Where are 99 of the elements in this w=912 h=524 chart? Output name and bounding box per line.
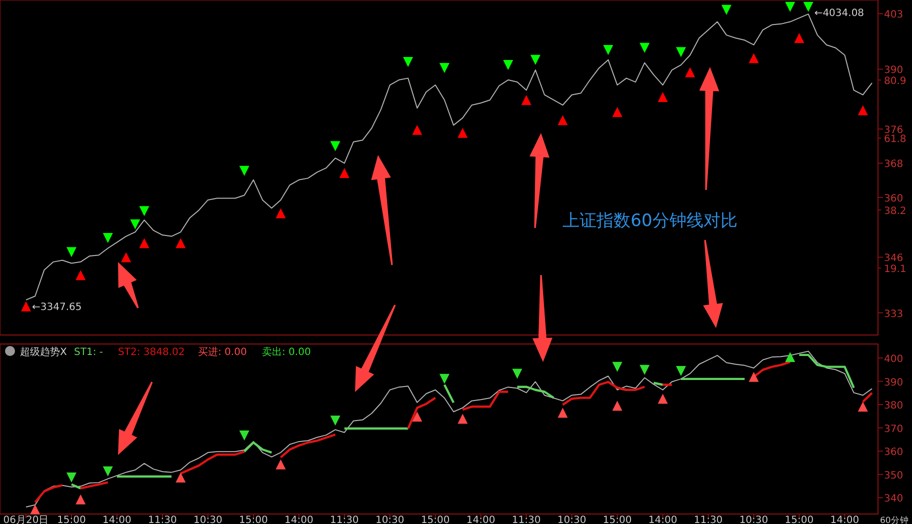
point <box>640 42 650 53</box>
point <box>412 412 422 422</box>
point <box>558 408 568 418</box>
x-tick-label: 14:00 <box>466 515 496 524</box>
point <box>21 301 31 312</box>
text: 买进: 0.00 <box>198 346 247 358</box>
text: 卖出: 0.00 <box>262 346 311 358</box>
point <box>439 62 450 73</box>
x-tick-label: 10:30 <box>739 515 768 524</box>
y-tick-label: 400 <box>884 354 904 365</box>
y-tick-label: 350 <box>884 470 904 482</box>
x-tick-label: 11:30 <box>330 515 359 524</box>
y2-tick-label: 61.8 <box>884 134 906 146</box>
point <box>858 402 868 412</box>
point <box>276 208 286 218</box>
y-tick-label: 360 <box>884 447 904 458</box>
point <box>276 459 286 470</box>
y-tick-label: 403 <box>884 10 904 21</box>
point <box>330 141 340 152</box>
point <box>685 67 696 78</box>
point <box>676 366 686 376</box>
point <box>121 252 132 262</box>
y-tick-label: 370 <box>884 424 904 435</box>
point <box>330 416 340 426</box>
y2-tick-label: 80.9 <box>884 76 906 88</box>
x-axis-title: 60分钟 <box>880 515 909 524</box>
y-tick-label: 333 <box>884 308 904 320</box>
text: ST1: - <box>74 347 104 358</box>
y-tick-label: 390 <box>884 377 904 388</box>
x-tick-label: 14:00 <box>284 515 314 524</box>
point <box>658 92 668 102</box>
point <box>458 128 468 138</box>
point <box>503 60 514 70</box>
point <box>139 206 150 216</box>
point <box>612 362 622 372</box>
point <box>439 374 450 384</box>
point <box>748 372 759 382</box>
y-tick-label: 360 <box>884 193 904 204</box>
point <box>130 219 140 230</box>
point <box>176 238 186 248</box>
point <box>403 56 414 67</box>
x-tick-label: 15:00 <box>239 515 268 524</box>
x-tick-label: 11:30 <box>694 515 723 524</box>
x-tick-label: 14:00 <box>648 515 678 524</box>
point <box>66 472 76 482</box>
y2-tick-label: 19.1 <box>884 264 906 276</box>
point <box>721 4 732 15</box>
x-tick-label: 15:00 <box>602 515 632 524</box>
annotation: ←3347.65 <box>32 302 82 313</box>
point <box>658 394 668 404</box>
x-tick-label: 10:30 <box>375 515 404 524</box>
point <box>30 504 40 514</box>
x-tick-label: 11:30 <box>512 515 541 524</box>
text: ST2: 3848.02 <box>118 347 185 358</box>
point <box>412 124 422 135</box>
point <box>76 494 86 504</box>
point <box>102 466 113 476</box>
point <box>558 115 568 126</box>
chart-title: 超级趋势X <box>20 346 67 358</box>
point <box>603 44 614 55</box>
annotation: ←4034.08 <box>814 8 864 20</box>
x-tick-label: 15:00 <box>420 515 450 524</box>
point <box>458 414 468 424</box>
point <box>612 400 622 411</box>
point <box>512 368 522 379</box>
point <box>530 54 540 65</box>
point <box>640 364 650 375</box>
y-tick-label: 380 <box>884 400 904 412</box>
x-tick-label: 11:30 <box>148 515 177 524</box>
y-tick-label: 368 <box>884 159 904 170</box>
y-tick-label: 346 <box>884 253 904 264</box>
point <box>339 168 350 178</box>
y-tick-label: 390 <box>884 65 904 76</box>
y2-tick-label: 38.2 <box>884 206 906 217</box>
x-tick-label: 06月20日 <box>3 515 49 524</box>
point <box>794 33 804 44</box>
x-tick-label: 14:00 <box>102 515 132 524</box>
point <box>612 106 622 117</box>
point <box>785 2 796 12</box>
x-tick-label: 10:30 <box>557 515 586 524</box>
point <box>102 233 113 244</box>
point <box>748 53 759 64</box>
point <box>785 352 796 362</box>
point <box>176 472 186 482</box>
point <box>239 430 250 441</box>
text: 上证指数60分钟线对比 <box>562 211 738 231</box>
point <box>139 238 150 248</box>
x-tick-label: 10:30 <box>194 515 222 524</box>
point <box>676 47 686 58</box>
x-tick-label: 14:00 <box>830 515 860 524</box>
point <box>521 94 532 105</box>
x-tick-label: 15:00 <box>57 515 86 524</box>
point <box>858 105 868 116</box>
point <box>239 166 250 176</box>
point <box>66 247 76 258</box>
point <box>76 270 86 280</box>
y-tick-label: 340 <box>884 494 904 505</box>
x-tick-label: 15:00 <box>784 515 814 524</box>
point <box>803 2 814 12</box>
